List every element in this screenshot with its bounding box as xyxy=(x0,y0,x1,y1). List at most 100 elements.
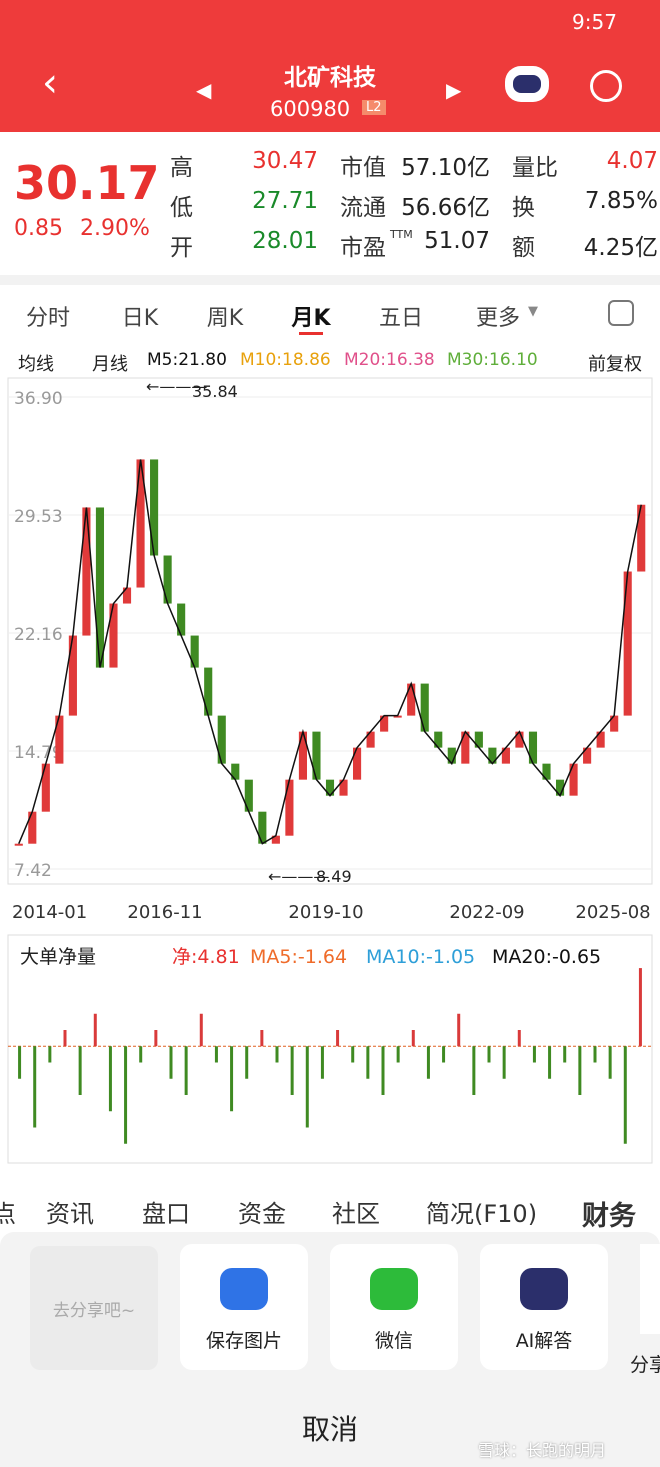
flow-bar xyxy=(472,1046,476,1095)
share-icon xyxy=(520,1268,568,1310)
share-label: AI解答 xyxy=(515,1330,573,1352)
flow-bar xyxy=(245,1046,249,1079)
candle xyxy=(555,779,565,796)
candle xyxy=(380,715,389,732)
bottom-tab[interactable]: 简况(F10) xyxy=(426,1200,538,1228)
change-pct: 2.90% xyxy=(80,216,150,241)
bottom-tab[interactable]: 资金 xyxy=(238,1200,286,1228)
stat-label: 量比 xyxy=(512,155,558,181)
stock-code: 600980 xyxy=(270,97,351,121)
stat-label: 低 xyxy=(170,195,193,221)
flow-bar xyxy=(502,1046,506,1079)
flow-bar xyxy=(548,1046,552,1079)
flow-bar xyxy=(351,1046,355,1063)
period-tab[interactable]: 五日 xyxy=(378,306,423,331)
candle xyxy=(339,779,348,796)
candle xyxy=(298,731,307,780)
period-tab[interactable]: 月K xyxy=(291,306,331,331)
candle xyxy=(41,763,50,812)
bottom-tab[interactable]: 财务 xyxy=(582,1201,636,1232)
share-label: 微信 xyxy=(374,1330,413,1352)
robot-icon[interactable] xyxy=(505,66,549,102)
share-placeholder-card xyxy=(30,1246,158,1370)
period-tab[interactable]: 日K xyxy=(121,306,159,331)
candle xyxy=(637,504,646,572)
flow-bar xyxy=(578,1046,582,1095)
level-badge: L2 xyxy=(362,100,386,115)
share-card-partial xyxy=(640,1244,660,1334)
stat-value: 56.66亿 xyxy=(401,195,490,221)
candle xyxy=(474,731,483,748)
period-tab[interactable]: 周K xyxy=(206,306,244,331)
flow-bar xyxy=(124,1046,128,1144)
divider xyxy=(0,275,660,285)
candle xyxy=(366,731,375,748)
candle xyxy=(312,731,321,780)
stat-value: 28.01 xyxy=(252,228,318,254)
y-tick-label: 36.90 xyxy=(14,389,63,409)
ma-adjust: 前复权 xyxy=(588,354,642,375)
stat-label: 市盈 xyxy=(340,235,386,261)
candle xyxy=(407,683,416,716)
share-icon xyxy=(370,1268,418,1310)
flow-bar xyxy=(336,1030,340,1047)
candle xyxy=(82,507,91,636)
watermark: 雪球：长跑的明月 xyxy=(478,1441,607,1460)
charts: 36.9029.5322.1614.797.4235.84←———8.49←——… xyxy=(7,377,653,1164)
flow-bar xyxy=(199,1013,203,1047)
back-button[interactable]: ‹ xyxy=(42,60,58,106)
candle xyxy=(528,731,538,764)
clock: 9:57 xyxy=(572,10,617,34)
prev-button[interactable]: ◀ xyxy=(196,78,212,102)
candle xyxy=(14,843,23,846)
share-label: 分享 xyxy=(630,1354,660,1376)
ma-item: M20:16.38 xyxy=(344,350,435,370)
flow-bar xyxy=(18,1046,22,1079)
flow-bar xyxy=(426,1046,430,1079)
search-icon[interactable] xyxy=(590,70,622,102)
candle xyxy=(217,715,226,764)
flow-bar xyxy=(517,1030,521,1047)
period-tab[interactable]: 分时 xyxy=(25,306,70,331)
candle xyxy=(623,571,632,716)
bottom-tab[interactable]: 资讯 xyxy=(46,1200,94,1228)
candle xyxy=(109,603,118,668)
flow-bar xyxy=(457,1013,461,1047)
flow-bar xyxy=(78,1046,82,1095)
ma-item: M30:16.10 xyxy=(447,350,538,370)
stat-label: 开 xyxy=(170,235,193,261)
candle xyxy=(434,731,443,748)
bottom-tab[interactable]: 社区 xyxy=(332,1200,380,1228)
stat-value: 4.07 xyxy=(606,148,658,174)
flow-item: 净:4.81 xyxy=(172,946,240,968)
close-line xyxy=(18,459,642,845)
bottom-tab[interactable]: 盘口 xyxy=(142,1200,190,1228)
flow-bar xyxy=(275,1046,279,1063)
candle xyxy=(258,811,267,844)
stat-value: 27.71 xyxy=(252,188,318,214)
next-button[interactable]: ▶ xyxy=(446,78,462,102)
period-tab[interactable]: 更多 xyxy=(475,306,520,331)
stat-label: 市值 xyxy=(340,155,386,181)
cancel-button[interactable]: 取消 xyxy=(301,1413,358,1446)
flow-bar xyxy=(33,1046,37,1128)
flow-bar xyxy=(532,1046,536,1063)
bottom-tab[interactable]: 点 xyxy=(0,1200,16,1228)
candle xyxy=(596,731,605,748)
candle xyxy=(353,747,362,780)
flow-bar xyxy=(320,1046,324,1079)
stat-label: 高 xyxy=(170,155,193,181)
settings-icon[interactable] xyxy=(608,300,634,326)
flow-bar xyxy=(593,1046,597,1063)
candle xyxy=(95,507,105,668)
ma-selector[interactable]: 均线 xyxy=(18,354,54,375)
flow-item: MA20:-0.65 xyxy=(492,946,601,968)
price: 30.17 xyxy=(14,156,160,210)
flow-bar xyxy=(184,1046,188,1095)
candle xyxy=(610,715,619,732)
flow-bar xyxy=(63,1030,67,1047)
candle xyxy=(190,635,199,668)
stat-label: 流通 xyxy=(340,195,386,221)
x-tick-label: 2025-08 xyxy=(575,902,650,923)
flow-bar xyxy=(169,1046,173,1079)
